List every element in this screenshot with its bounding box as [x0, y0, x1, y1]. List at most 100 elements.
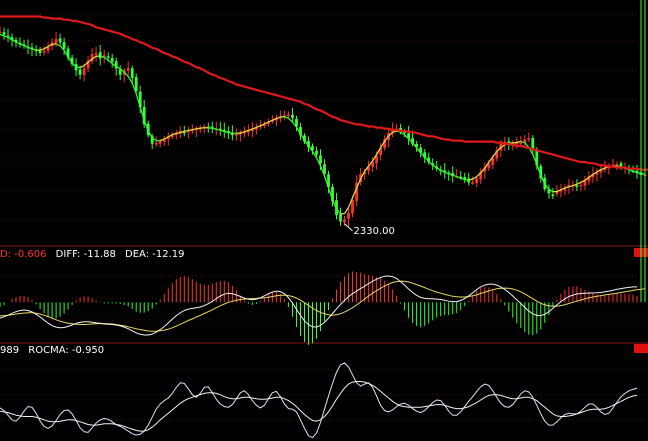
ma-short-segment: [299, 133, 306, 141]
candle-body: [423, 152, 427, 158]
ma-short-segment: [488, 156, 494, 163]
candle-body: [559, 190, 563, 192]
ma-short-segment: [343, 206, 350, 215]
candle-body: [0, 31, 2, 34]
candle-body: [463, 177, 467, 180]
ma-short-segment: [564, 186, 570, 189]
ma-short-segment: [208, 127, 213, 129]
candle-body: [323, 164, 326, 174]
candle-body: [407, 133, 410, 139]
ma-short-segment: [39, 48, 45, 51]
ma-short-segment: [83, 61, 89, 67]
ma-short-segment: [584, 177, 590, 181]
ma-short-segment: [212, 127, 217, 130]
candle-body: [62, 42, 66, 49]
roc-panel[interactable]: 989 ROCMA: -0.950: [0, 344, 648, 439]
rocma-path: [0, 381, 638, 432]
roc-panel-button[interactable]: [634, 344, 648, 353]
macd-prefix-label: D: -0.606: [0, 249, 46, 260]
ma-short-segment: [23, 45, 29, 48]
ma-short-segment: [336, 208, 341, 215]
ma-short-segment: [588, 174, 594, 178]
ma-short-segment: [448, 173, 453, 176]
ma-short-segment: [111, 63, 117, 67]
ma-short-segment: [568, 185, 574, 188]
ma-short-segment: [592, 171, 598, 176]
ma-short-segment: [472, 176, 478, 180]
candle-body: [150, 136, 154, 144]
ma-short-segment: [123, 71, 129, 77]
ma-short-segment: [388, 131, 393, 137]
ma-short-segment: [76, 66, 81, 69]
ma-short-segment: [560, 187, 566, 191]
ma-short-segment: [436, 167, 441, 171]
ma-short-segment: [268, 119, 273, 123]
ma-short-segment: [47, 43, 53, 48]
ma-short-segment: [135, 93, 141, 108]
ma-short-segment: [376, 147, 382, 155]
candle-body: [383, 139, 386, 148]
candle-body: [443, 170, 447, 172]
ma-short-segment: [360, 171, 366, 180]
ma-short-segment: [420, 152, 426, 158]
ma-short-segment: [180, 130, 185, 133]
candle-body: [182, 131, 186, 134]
macd-dea-label: DEA: -12.19: [125, 249, 184, 260]
candle-body: [583, 180, 587, 186]
ma-short-segment: [159, 138, 165, 142]
candle-body: [315, 150, 318, 155]
candle-body: [547, 189, 551, 194]
ma-short-segment: [295, 126, 302, 135]
ma-short-segment: [151, 137, 157, 142]
candle-body: [539, 165, 543, 179]
ma-short-segment: [184, 129, 189, 132]
ma-short-segment: [396, 130, 401, 133]
candle-body: [327, 174, 330, 187]
candle-body: [371, 162, 374, 167]
ma-short-segment: [372, 154, 378, 162]
rocma-label: ROCMA: -0.950: [28, 345, 104, 356]
roc-path: [0, 362, 638, 439]
diff-line: [0, 275, 637, 336]
ma-short-segment: [347, 197, 354, 208]
rocma-line: [0, 381, 638, 432]
candle-body: [190, 129, 194, 132]
ma-short-segment: [356, 178, 362, 189]
ma-short-segment: [3, 35, 9, 38]
candle-body: [367, 166, 370, 171]
candle-body: [98, 52, 102, 59]
candle-body: [222, 129, 226, 132]
ma-short-segment: [87, 58, 93, 63]
candle-body: [42, 51, 46, 53]
ma-short-segment: [548, 188, 554, 193]
panel-separators: [0, 245, 648, 344]
ma-short-segment: [456, 176, 461, 179]
candle-body: [379, 148, 382, 156]
ma-short-segment: [67, 56, 73, 64]
ma-short-segment: [252, 126, 257, 130]
ma-short-segment: [19, 43, 25, 47]
candle-body: [126, 68, 130, 71]
ma-short-segment: [220, 129, 225, 133]
ma-short-segment: [428, 160, 434, 166]
macd-header: D: -0.606 DIFF: -11.88 DEA: -12.19: [0, 249, 185, 260]
low-annotation: 2330.00: [344, 223, 395, 237]
ma-short-segment: [596, 169, 602, 173]
macd-panel[interactable]: D: -0.606 DIFF: -11.88 DEA: -12.19: [0, 0, 648, 345]
price-panel[interactable]: 2330.00: [0, 15, 648, 237]
candle-body: [218, 128, 222, 131]
candle-body: [279, 116, 282, 119]
candle-body: [307, 141, 310, 147]
candle-body: [591, 174, 595, 178]
candle-body: [70, 57, 74, 64]
ma-short-segment: [556, 189, 562, 193]
ma-short-segment: [96, 55, 101, 57]
ma-short-segment: [400, 131, 405, 136]
ma-short-segment: [27, 46, 33, 50]
ma-short-segment: [424, 156, 430, 162]
candle-body: [611, 164, 615, 167]
candle-body: [166, 136, 170, 139]
candle-body: [515, 142, 519, 145]
